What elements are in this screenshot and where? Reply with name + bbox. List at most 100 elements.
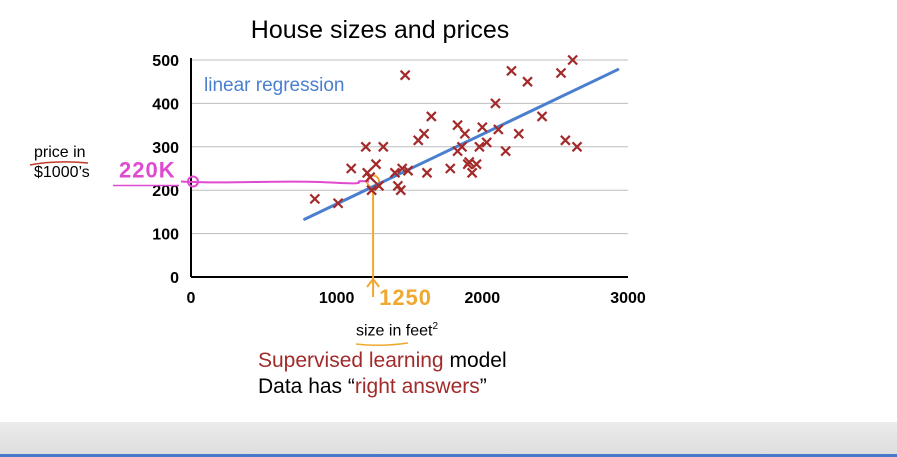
video-bottom-bar xyxy=(0,422,897,457)
data-point-stroke xyxy=(452,119,463,131)
data-point-stroke xyxy=(567,54,578,66)
data-point-stroke xyxy=(399,69,411,81)
y-tick-label-200: 200 xyxy=(152,183,179,200)
supervised-learning-rest: model xyxy=(443,349,507,372)
data-point xyxy=(567,54,578,66)
data-has-text: Data has “ xyxy=(258,375,355,398)
data-point xyxy=(456,141,468,153)
regression-line xyxy=(303,68,620,221)
data-point xyxy=(474,141,485,153)
data-point xyxy=(493,124,504,135)
data-point xyxy=(506,65,517,77)
data-point-stroke xyxy=(370,158,382,170)
grid-lines xyxy=(191,59,628,235)
y-tick-label-500: 500 xyxy=(152,53,179,70)
x-tick-label-1000: 1000 xyxy=(319,290,355,307)
y-tick-label-300: 300 xyxy=(152,140,179,157)
regression-line-group xyxy=(303,68,620,221)
data-point-stroke xyxy=(395,184,407,196)
data-point-stroke xyxy=(466,167,478,179)
data-point xyxy=(389,167,401,179)
data-point xyxy=(571,141,583,153)
data-points xyxy=(309,54,583,209)
data-point-stroke xyxy=(373,180,385,192)
data-point-stroke xyxy=(490,98,501,109)
y-tick-label-400: 400 xyxy=(152,96,179,113)
data-point-stroke xyxy=(506,65,517,77)
data-point xyxy=(459,128,471,140)
data-point-stroke xyxy=(471,158,482,170)
size-annotation: 1250 xyxy=(379,285,432,310)
data-point xyxy=(402,165,414,176)
data-point xyxy=(345,163,357,174)
data-point-stroke xyxy=(463,156,475,168)
data-point xyxy=(481,137,492,148)
data-point-stroke xyxy=(366,184,377,196)
legend-group: linear regression xyxy=(204,75,344,96)
data-point-stroke xyxy=(418,128,430,140)
ylabel-underline xyxy=(29,161,89,166)
data-point-stroke xyxy=(500,145,511,157)
y-axis-label-line2: $1000’s xyxy=(34,164,90,181)
data-point xyxy=(360,141,372,153)
data-point xyxy=(513,128,525,140)
xlabel-underline xyxy=(355,342,409,347)
data-point xyxy=(309,193,321,205)
data-point xyxy=(364,171,376,183)
video-progress-line xyxy=(0,454,897,457)
data-point xyxy=(522,76,533,87)
data-point xyxy=(490,98,501,109)
data-point xyxy=(471,158,482,170)
data-point-stroke xyxy=(345,163,357,174)
annotations: 220K 1250 xyxy=(29,158,432,347)
data-point-stroke xyxy=(445,163,456,174)
data-point xyxy=(366,184,377,196)
y-axis-label-line1: price in xyxy=(34,144,86,161)
data-point-stroke xyxy=(493,124,504,135)
tick-labels: 0 100 200 300 400 500 0 1000 2000 3000 xyxy=(152,53,646,307)
data-point xyxy=(555,67,567,79)
data-point xyxy=(370,158,382,170)
x-tick-label-0: 0 xyxy=(187,290,196,307)
x-axis-label-superscript: 2 xyxy=(432,321,439,332)
data-point xyxy=(378,141,389,153)
data-point-stroke xyxy=(364,171,376,183)
data-point-stroke xyxy=(555,67,567,79)
data-point xyxy=(445,163,456,174)
data-point-stroke xyxy=(477,121,488,133)
axes xyxy=(190,58,628,278)
data-point xyxy=(560,135,571,146)
data-point xyxy=(477,121,488,133)
data-point-stroke xyxy=(378,141,389,153)
data-point-stroke xyxy=(360,141,372,153)
x-axis-label-text: size in feet xyxy=(356,322,433,340)
data-point-stroke xyxy=(421,167,433,179)
data-point-stroke xyxy=(396,163,408,174)
data-point-stroke xyxy=(389,167,401,179)
data-point xyxy=(399,69,411,81)
data-point-stroke xyxy=(571,141,583,153)
size-guide-arrowhead xyxy=(366,277,380,288)
y-tick-label-0: 0 xyxy=(170,270,179,287)
supervised-learning-emphasis: Supervised learning xyxy=(258,349,444,372)
data-point-stroke xyxy=(560,135,571,146)
right-answers-line: Data has “right answers” xyxy=(258,375,487,399)
data-point xyxy=(418,128,430,140)
data-point xyxy=(466,167,478,179)
data-point-stroke xyxy=(402,165,414,176)
right-answers-emphasis: right answers xyxy=(354,375,480,398)
close-quote: ” xyxy=(479,375,487,398)
data-point xyxy=(426,111,437,122)
price-annotation: 220K xyxy=(119,158,176,183)
data-point-stroke xyxy=(456,141,468,153)
y-tick-label-100: 100 xyxy=(152,227,179,244)
x-tick-label-3000: 3000 xyxy=(610,290,646,307)
data-point-stroke xyxy=(332,197,344,209)
data-point xyxy=(452,119,463,131)
x-tick-label-2000: 2000 xyxy=(465,290,501,307)
chart-title: House sizes and prices xyxy=(250,16,510,44)
y-axis-label: price in $1000’s xyxy=(34,143,90,183)
legend-label-0: linear regression xyxy=(204,75,344,96)
data-point-stroke xyxy=(513,128,525,140)
